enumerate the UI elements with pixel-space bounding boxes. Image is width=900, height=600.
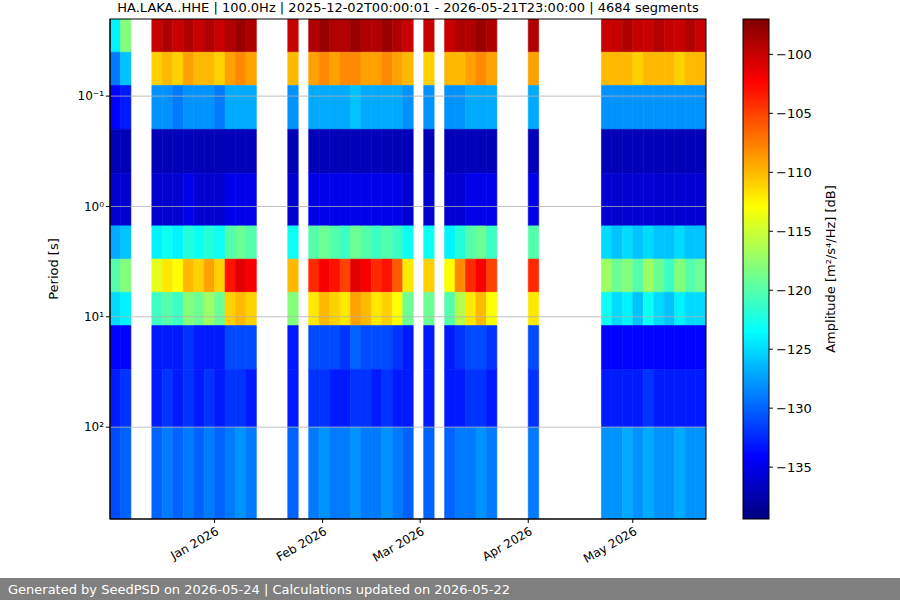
svg-text:−120: −120 <box>776 283 812 298</box>
svg-text:Amplitude [m²/s⁴/Hz] [dB]: Amplitude [m²/s⁴/Hz] [dB] <box>823 185 838 353</box>
svg-text:May 2026: May 2026 <box>581 524 639 566</box>
svg-text:−115: −115 <box>776 224 812 239</box>
svg-text:−110: −110 <box>776 165 812 180</box>
svg-text:Mar 2026: Mar 2026 <box>370 524 426 565</box>
svg-text:10⁰: 10⁰ <box>84 200 104 214</box>
svg-text:10¹: 10¹ <box>84 310 104 324</box>
svg-text:Apr 2026: Apr 2026 <box>480 524 535 564</box>
svg-text:Jan 2026: Jan 2026 <box>167 524 221 563</box>
svg-text:−135: −135 <box>776 460 812 475</box>
svg-text:10⁻¹: 10⁻¹ <box>78 89 105 103</box>
svg-text:−130: −130 <box>776 401 812 416</box>
svg-text:−100: −100 <box>776 47 812 62</box>
svg-text:Feb 2026: Feb 2026 <box>274 524 329 564</box>
svg-text:10²: 10² <box>84 420 104 434</box>
svg-text:HA.LAKA..HHE | 100.0Hz | 2025-: HA.LAKA..HHE | 100.0Hz | 2025-12-02T00:0… <box>117 0 699 15</box>
svg-text:−105: −105 <box>776 106 812 121</box>
svg-text:−125: −125 <box>776 342 812 357</box>
svg-text:Period [s]: Period [s] <box>46 238 61 300</box>
svg-text:Generated by SeedPSD on 2026-0: Generated by SeedPSD on 2026-05-24 | Cal… <box>8 582 510 597</box>
